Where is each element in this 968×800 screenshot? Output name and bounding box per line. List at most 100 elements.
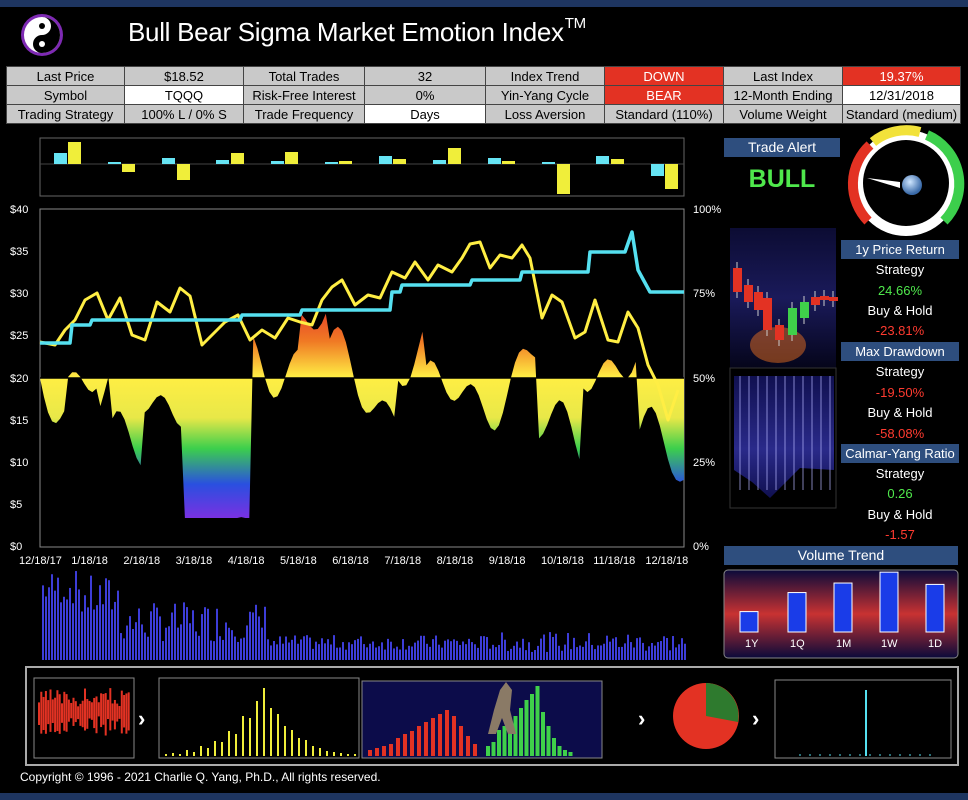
volume-bar <box>477 647 479 660</box>
bear-bar <box>438 714 442 756</box>
histogram-bar <box>179 754 181 756</box>
volume-bar <box>420 635 422 660</box>
noise-bar <box>102 693 105 725</box>
sentiment-bar <box>216 160 229 164</box>
noise-bar <box>109 688 112 731</box>
volume-bar <box>333 635 335 660</box>
page-title: Bull Bear Sigma Market Emotion IndexTM <box>128 15 586 47</box>
histogram-bar <box>333 752 335 756</box>
sentiment-bar <box>108 162 121 164</box>
volume-bar <box>159 616 161 660</box>
stat-bh-value: -23.81% <box>875 323 925 338</box>
bear-bar <box>445 710 449 756</box>
volume-bar <box>255 604 257 660</box>
volume-bar <box>531 651 533 660</box>
noise-bar <box>65 694 68 732</box>
noise-bar <box>84 688 86 731</box>
histogram-bar <box>207 748 209 756</box>
volume-bar <box>147 636 149 660</box>
volume-bar <box>609 641 611 660</box>
volume-bar <box>624 643 626 660</box>
info-label: Last Price <box>6 66 125 86</box>
volume-bar <box>249 611 251 660</box>
bear-bar <box>473 744 477 756</box>
volume-bar <box>636 638 638 660</box>
volume-bar <box>84 595 86 660</box>
info-value[interactable]: Days <box>364 104 486 124</box>
candle-body <box>788 308 797 335</box>
volume-bar <box>180 624 182 660</box>
volume-bar <box>408 645 410 660</box>
sentiment-bar-panel <box>39 137 685 197</box>
histogram-bar <box>277 714 279 756</box>
bull-bar <box>502 726 507 756</box>
sentiment-bar <box>393 159 406 164</box>
volume-trend-label: 1M <box>836 638 852 650</box>
volume-bar <box>558 645 560 660</box>
stat-bh-value: -58.08% <box>875 426 925 441</box>
volume-bar <box>201 614 203 660</box>
sentiment-bar <box>379 156 392 164</box>
histogram-bar <box>354 754 356 756</box>
volume-bar <box>270 645 272 660</box>
volume-bar <box>678 644 680 660</box>
stat-header-price-return: 1y Price Return <box>841 240 959 259</box>
candle-body <box>800 302 809 318</box>
candle-body <box>733 268 742 292</box>
bear-bar <box>431 718 435 756</box>
sentiment-bar <box>651 164 664 176</box>
volume-bar <box>567 633 569 660</box>
y-axis-label-left: $10 <box>10 457 29 469</box>
chevron-right-icon: › <box>138 706 146 731</box>
volume-trend-label: 1Q <box>790 638 805 650</box>
info-value[interactable]: TQQQ <box>124 85 244 105</box>
process-panel-spike <box>774 679 952 759</box>
noise-bar <box>104 693 107 736</box>
volume-bar <box>96 605 98 660</box>
noise-bar <box>97 702 100 717</box>
volume-bar <box>618 646 620 660</box>
bull-bar <box>508 734 512 756</box>
volume-bar <box>198 635 200 660</box>
volume-trend-bar <box>925 583 945 633</box>
volume-bar <box>675 647 677 660</box>
volume-bar <box>126 625 128 660</box>
x-axis-label: 7/18/18 <box>384 555 422 567</box>
volume-bar <box>252 612 254 660</box>
noise-bar <box>51 699 54 723</box>
sentiment-bar <box>325 162 338 164</box>
stat-bh-value: -1.57 <box>885 527 915 542</box>
volume-bar <box>372 641 374 660</box>
info-label: Trading Strategy <box>6 104 125 124</box>
x-axis-label: 10/18/18 <box>541 555 584 567</box>
histogram-bar <box>340 753 342 756</box>
sentiment-bar <box>285 152 298 164</box>
bear-bar <box>417 726 421 756</box>
volume-bar <box>564 644 566 660</box>
volume-bar <box>336 647 338 660</box>
info-value: DOWN <box>604 66 724 86</box>
volume-bar <box>234 636 236 660</box>
gauge-green-arc <box>924 130 965 225</box>
volume-bar <box>153 603 155 660</box>
histogram-bar <box>291 730 293 756</box>
volume-bar <box>456 640 458 660</box>
x-axis-label: 9/18/18 <box>488 555 526 567</box>
x-axis-label: 8/18/18 <box>436 555 474 567</box>
volume-bar <box>669 650 671 660</box>
volume-bar <box>51 574 53 660</box>
volume-bar <box>465 644 467 660</box>
volume-bar <box>579 645 581 660</box>
volume-bar <box>285 636 287 660</box>
volume-bar <box>597 645 599 660</box>
bull-bar <box>535 686 540 756</box>
noise-bar <box>58 694 61 734</box>
bear-bar <box>459 726 463 756</box>
sentiment-bar <box>596 156 609 164</box>
noise-bar <box>107 699 109 720</box>
info-value: Standard (medium) <box>842 104 961 124</box>
bull-bar <box>513 716 518 756</box>
noise-bar <box>90 702 93 720</box>
sentiment-bar <box>177 164 190 180</box>
volume-bar <box>522 638 524 660</box>
